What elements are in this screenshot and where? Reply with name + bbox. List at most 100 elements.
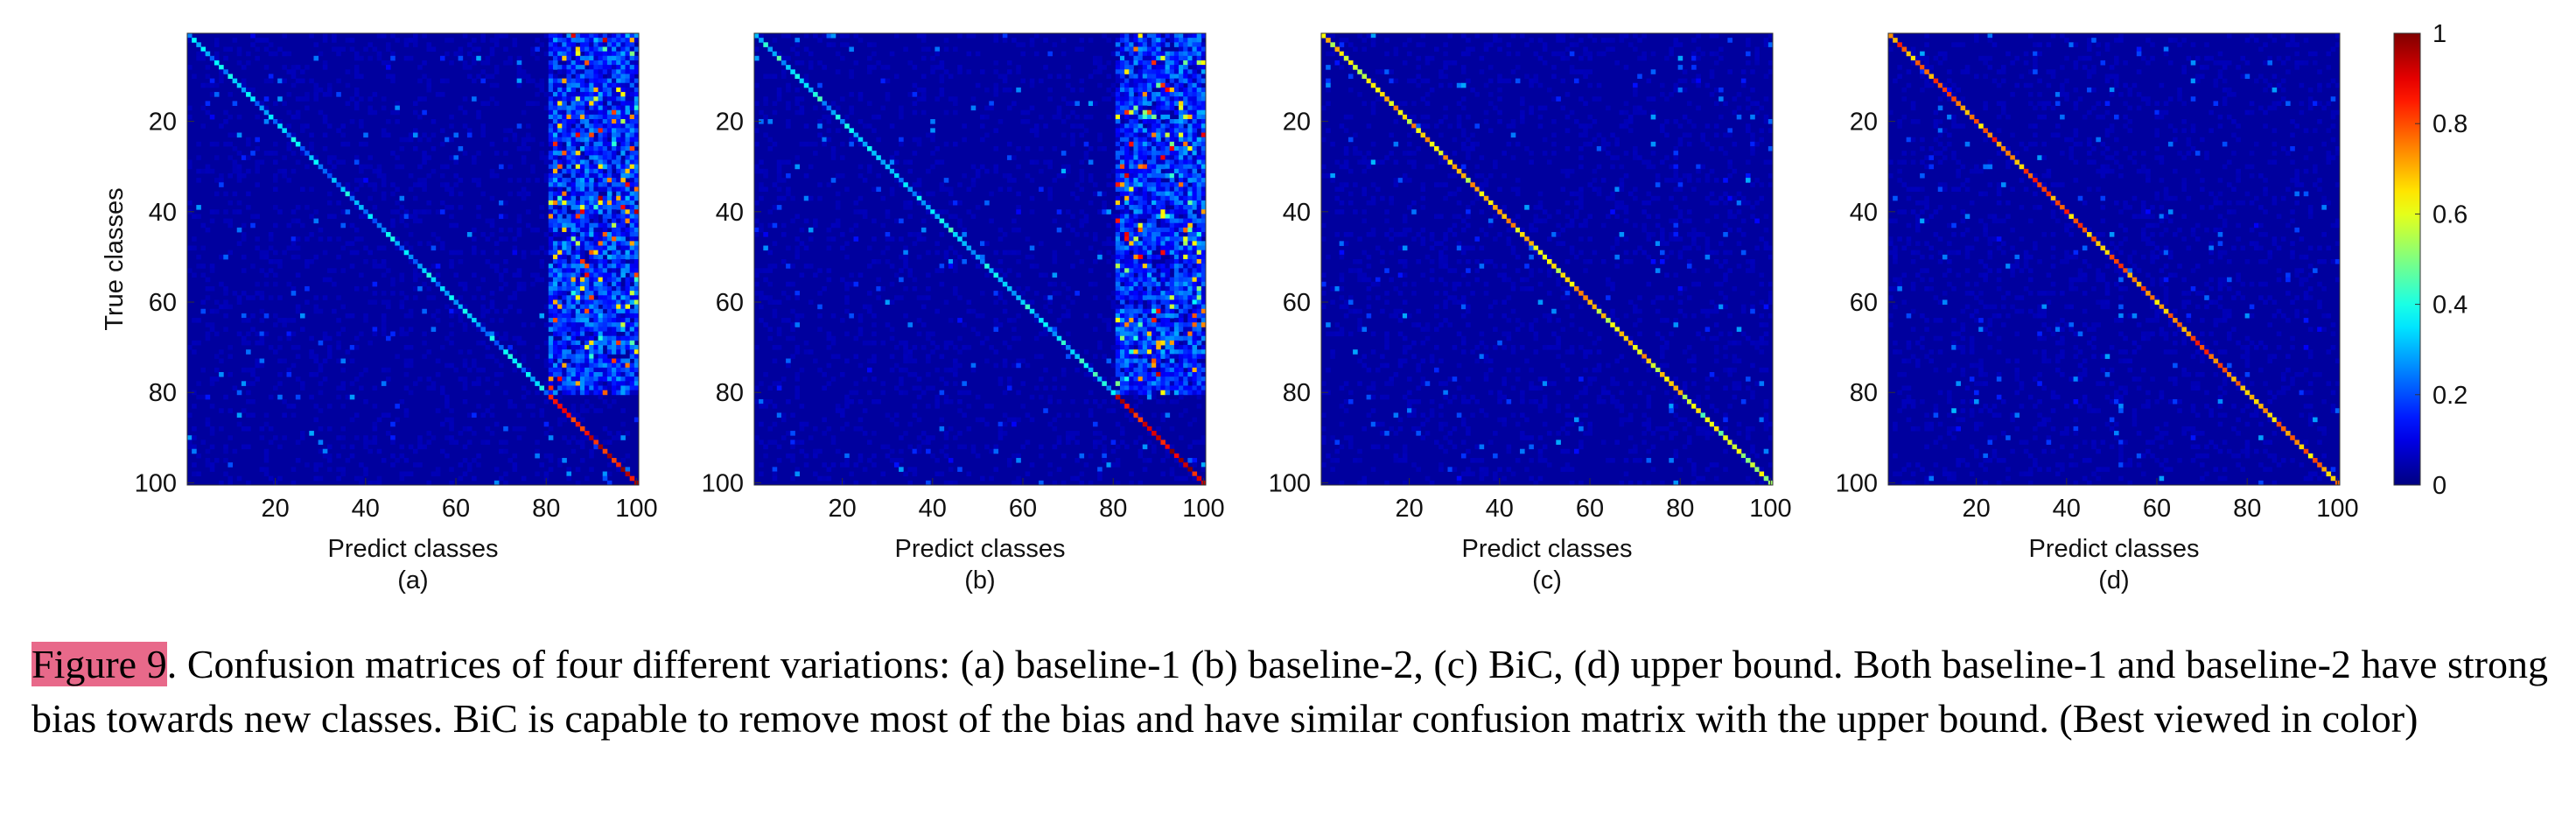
offdiagonal-cell bbox=[1179, 101, 1184, 106]
offdiagonal-cell bbox=[1179, 200, 1184, 206]
offdiagonal-cell bbox=[629, 87, 635, 93]
offdiagonal-cell bbox=[1060, 151, 1067, 156]
offdiagonal-cell bbox=[462, 33, 468, 39]
offdiagonal-cell bbox=[957, 200, 962, 206]
offdiagonal-cell bbox=[754, 218, 760, 224]
offdiagonal-cell bbox=[754, 268, 760, 273]
offdiagonal-cell bbox=[503, 268, 508, 273]
offdiagonal-cell bbox=[1043, 123, 1048, 129]
offdiagonal-cell bbox=[1156, 38, 1161, 43]
offdiagonal-cell bbox=[372, 426, 378, 432]
offdiagonal-cell bbox=[1115, 178, 1121, 183]
offdiagonal-cell bbox=[579, 105, 585, 111]
offdiagonal-cell bbox=[1169, 218, 1175, 224]
offdiagonal-cell bbox=[521, 137, 527, 143]
offdiagonal-cell bbox=[1138, 123, 1144, 129]
diagonal-cell bbox=[282, 128, 287, 133]
offdiagonal-cell bbox=[1165, 82, 1171, 88]
offdiagonal-cell bbox=[817, 119, 822, 124]
offdiagonal-cell bbox=[480, 128, 486, 133]
offdiagonal-cell bbox=[629, 74, 635, 79]
offdiagonal-cell bbox=[566, 141, 571, 147]
offdiagonal-cell bbox=[562, 299, 567, 305]
offdiagonal-cell bbox=[187, 444, 192, 450]
offdiagonal-cell bbox=[1133, 38, 1138, 43]
offdiagonal-cell bbox=[799, 141, 805, 147]
offdiagonal-cell bbox=[417, 137, 423, 143]
offdiagonal-cell bbox=[1192, 250, 1198, 256]
offdiagonal-cell bbox=[1146, 259, 1152, 264]
offdiagonal-cell bbox=[589, 358, 594, 364]
offdiagonal-cell bbox=[557, 200, 563, 206]
offdiagonal-cell bbox=[754, 46, 760, 53]
offdiagonal-cell bbox=[1200, 268, 1207, 273]
offdiagonal-cell bbox=[620, 345, 626, 350]
offdiagonal-cell bbox=[1138, 46, 1144, 53]
offdiagonal-cell bbox=[912, 241, 918, 246]
offdiagonal-cell bbox=[480, 232, 486, 237]
offdiagonal-cell bbox=[593, 308, 598, 314]
offdiagonal-cell bbox=[593, 128, 598, 133]
offdiagonal-cell bbox=[214, 308, 220, 314]
offdiagonal-cell bbox=[606, 114, 612, 120]
offdiagonal-cell bbox=[489, 354, 495, 359]
offdiagonal-cell bbox=[309, 372, 314, 377]
offdiagonal-cell bbox=[480, 69, 486, 74]
offdiagonal-cell bbox=[808, 65, 814, 70]
offdiagonal-cell bbox=[598, 254, 604, 260]
offdiagonal-cell bbox=[566, 155, 571, 160]
offdiagonal-cell bbox=[354, 186, 360, 192]
offdiagonal-cell bbox=[552, 318, 558, 323]
offdiagonal-cell bbox=[286, 281, 292, 287]
offdiagonal-cell bbox=[282, 412, 287, 418]
offdiagonal-cell bbox=[993, 92, 999, 97]
diagonal-cell bbox=[300, 146, 305, 151]
offdiagonal-cell bbox=[1146, 281, 1152, 287]
offdiagonal-cell bbox=[625, 277, 631, 283]
offdiagonal-cell bbox=[1192, 195, 1198, 201]
offdiagonal-cell bbox=[589, 367, 594, 373]
offdiagonal-cell bbox=[494, 172, 500, 179]
offdiagonal-cell bbox=[625, 38, 631, 43]
offdiagonal-cell bbox=[612, 250, 617, 256]
offdiagonal-cell bbox=[359, 272, 364, 278]
offdiagonal-cell bbox=[612, 101, 617, 106]
offdiagonal-cell bbox=[575, 51, 581, 57]
offdiagonal-cell bbox=[1006, 178, 1012, 183]
offdiagonal-cell bbox=[494, 241, 500, 246]
offdiagonal-cell bbox=[390, 222, 396, 229]
offdiagonal-cell bbox=[849, 141, 854, 147]
offdiagonal-cell bbox=[552, 308, 558, 314]
offdiagonal-cell bbox=[1146, 159, 1152, 165]
offdiagonal-cell bbox=[589, 281, 594, 287]
offdiagonal-cell bbox=[602, 114, 608, 120]
offdiagonal-cell bbox=[1165, 109, 1171, 116]
offdiagonal-cell bbox=[1169, 191, 1175, 197]
offdiagonal-cell bbox=[232, 291, 238, 296]
offdiagonal-cell bbox=[1124, 69, 1130, 74]
offdiagonal-cell bbox=[552, 381, 558, 386]
offdiagonal-cell bbox=[246, 155, 251, 160]
offdiagonal-cell bbox=[1169, 65, 1175, 70]
offdiagonal-cell bbox=[776, 172, 782, 179]
offdiagonal-cell bbox=[616, 159, 621, 165]
offdiagonal-cell bbox=[381, 291, 387, 296]
offdiagonal-cell bbox=[413, 38, 418, 43]
offdiagonal-cell bbox=[1060, 51, 1067, 57]
offdiagonal-cell bbox=[1187, 69, 1193, 74]
offdiagonal-cell bbox=[948, 191, 954, 197]
diagonal-cell bbox=[453, 299, 458, 305]
offdiagonal-cell bbox=[449, 186, 454, 192]
offdiagonal-cell bbox=[1133, 164, 1138, 170]
offdiagonal-cell bbox=[521, 141, 527, 147]
offdiagonal-cell bbox=[867, 164, 872, 170]
offdiagonal-cell bbox=[1169, 227, 1175, 233]
offdiagonal-cell bbox=[616, 390, 621, 396]
offdiagonal-cell bbox=[1156, 55, 1161, 61]
offdiagonal-cell bbox=[521, 74, 527, 79]
offdiagonal-cell bbox=[579, 417, 585, 423]
offdiagonal-cell bbox=[593, 408, 598, 413]
offdiagonal-cell bbox=[458, 146, 464, 151]
offdiagonal-cell bbox=[548, 268, 554, 273]
offdiagonal-cell bbox=[485, 74, 491, 79]
